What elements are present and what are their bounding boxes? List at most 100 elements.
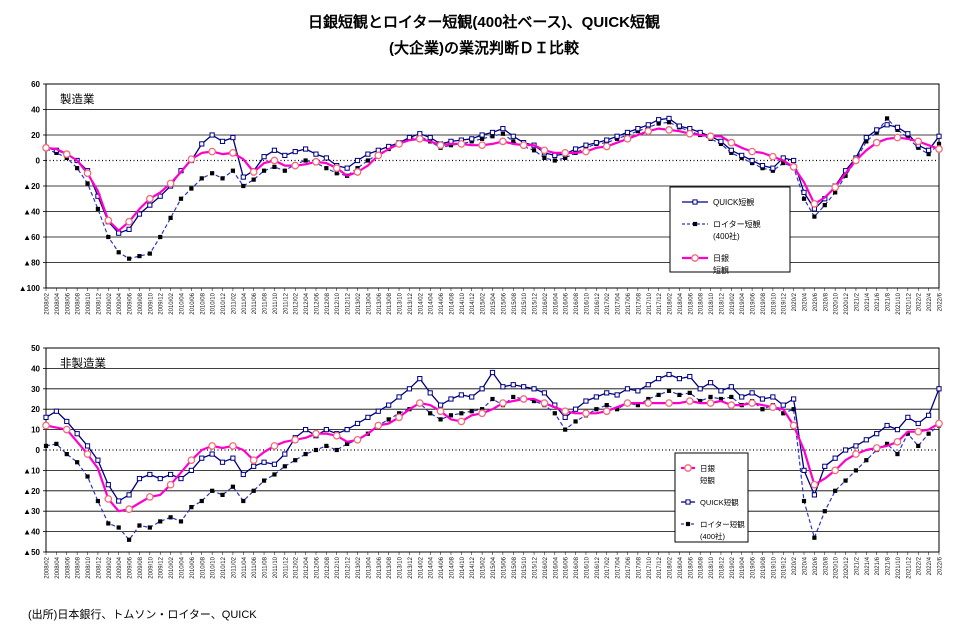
svg-text:2010/06: 2010/06 (190, 292, 196, 314)
svg-text:2020/6: 2020/6 (813, 556, 819, 575)
svg-text:2011/08: 2011/08 (263, 556, 269, 578)
svg-text:2019/06: 2019/06 (751, 556, 757, 578)
svg-text:2011/02: 2011/02 (231, 292, 237, 314)
svg-text:2020/2: 2020/2 (792, 292, 798, 311)
svg-text:2016/06: 2016/06 (564, 556, 570, 578)
svg-text:日銀: 日銀 (700, 464, 715, 473)
svg-text:2013/06: 2013/06 (377, 556, 383, 578)
svg-text:2013/10: 2013/10 (398, 292, 404, 314)
svg-text:50: 50 (31, 344, 40, 353)
svg-text:2011/02: 2011/02 (231, 556, 237, 578)
svg-text:2020/10: 2020/10 (834, 292, 840, 314)
svg-text:(400社): (400社) (700, 531, 726, 541)
svg-text:30: 30 (31, 385, 40, 394)
svg-text:2008/06: 2008/06 (65, 556, 71, 578)
y-axis-labels: 60 40 20 0 ▲20 ▲40 ▲60 ▲80 ▲100 (19, 80, 41, 293)
svg-text:2014/04: 2014/04 (429, 556, 435, 578)
svg-text:2013/02: 2013/02 (356, 292, 362, 314)
svg-text:2016/10: 2016/10 (584, 556, 590, 578)
svg-text:2009/08: 2009/08 (138, 556, 144, 578)
svg-text:2010/12: 2010/12 (221, 556, 227, 578)
chart-title-line-1: 日銀短観とロイター短観(400社ベース)、QUICK短観 (307, 14, 660, 31)
svg-text:2011/06: 2011/06 (252, 556, 258, 578)
svg-text:2019/10: 2019/10 (771, 556, 777, 578)
series-quick (43, 115, 942, 236)
svg-text:2013/10: 2013/10 (398, 556, 404, 578)
svg-text:QUICK短観: QUICK短観 (713, 197, 754, 207)
svg-text:2018/12: 2018/12 (719, 556, 725, 578)
svg-text:2016/02: 2016/02 (543, 292, 549, 314)
svg-text:2012/06: 2012/06 (314, 292, 320, 314)
svg-text:20: 20 (31, 405, 40, 414)
svg-text:2017/10: 2017/10 (647, 556, 653, 578)
svg-text:2008/12: 2008/12 (96, 556, 102, 578)
svg-text:2011/04: 2011/04 (242, 292, 248, 314)
svg-text:2018/04: 2018/04 (678, 556, 684, 578)
svg-text:2012/08: 2012/08 (325, 292, 331, 314)
svg-text:2014/10: 2014/10 (460, 556, 466, 578)
svg-text:2009/10: 2009/10 (148, 556, 154, 578)
svg-text:2021/4: 2021/4 (865, 292, 871, 311)
svg-text:2014/08: 2014/08 (449, 556, 455, 578)
svg-text:2011/12: 2011/12 (283, 292, 289, 314)
svg-text:2014/06: 2014/06 (439, 292, 445, 314)
series-boj (42, 395, 943, 514)
svg-text:2010/02: 2010/02 (169, 292, 175, 314)
svg-text:2019/06: 2019/06 (751, 292, 757, 314)
svg-text:2010/12: 2010/12 (221, 292, 227, 314)
svg-text:40: 40 (31, 364, 40, 373)
source-note: (出所)日本銀行、トムソン・ロイター、QUICK (28, 609, 257, 621)
svg-text:2020/10: 2020/10 (834, 556, 840, 578)
svg-text:2017/08: 2017/08 (636, 292, 642, 314)
svg-text:2016/04: 2016/04 (553, 556, 559, 578)
svg-text:▲20: ▲20 (23, 487, 40, 496)
svg-text:2020/8: 2020/8 (823, 556, 829, 575)
svg-text:2009/12: 2009/12 (159, 292, 165, 314)
svg-text:2008/12: 2008/12 (96, 292, 102, 314)
svg-text:日銀: 日銀 (713, 253, 729, 263)
svg-text:2020/4: 2020/4 (803, 556, 809, 575)
series-quick (43, 369, 942, 504)
svg-text:2015/08: 2015/08 (512, 292, 518, 314)
svg-text:2021/6: 2021/6 (875, 556, 881, 575)
svg-text:2016/08: 2016/08 (574, 556, 580, 578)
svg-text:2020/6: 2020/6 (813, 292, 819, 311)
svg-text:2022/2: 2022/2 (917, 556, 923, 575)
svg-text:2014/02: 2014/02 (418, 292, 424, 314)
svg-text:2015/04: 2015/04 (491, 556, 497, 578)
svg-text:2008/04: 2008/04 (55, 292, 61, 314)
svg-text:2017/02: 2017/02 (605, 292, 611, 314)
svg-text:2017/12: 2017/12 (657, 556, 663, 578)
svg-text:2021/12: 2021/12 (906, 556, 912, 578)
svg-text:2014/12: 2014/12 (470, 556, 476, 578)
svg-text:2019/02: 2019/02 (730, 556, 736, 578)
svg-text:2010/10: 2010/10 (211, 292, 217, 314)
svg-text:2009/04: 2009/04 (117, 292, 123, 314)
svg-text:2018/06: 2018/06 (688, 556, 694, 578)
svg-text:2012/12: 2012/12 (346, 556, 352, 578)
svg-text:2015/08: 2015/08 (512, 556, 518, 578)
svg-text:ロイター短観: ロイター短観 (700, 519, 745, 529)
svg-text:2015/10: 2015/10 (522, 292, 528, 314)
svg-text:2017/04: 2017/04 (616, 556, 622, 578)
svg-text:2015/02: 2015/02 (481, 556, 487, 578)
svg-text:2021/8: 2021/8 (886, 292, 892, 311)
svg-text:2014/02: 2014/02 (418, 556, 424, 578)
svg-text:2008/10: 2008/10 (86, 292, 92, 314)
svg-text:2016/04: 2016/04 (553, 292, 559, 314)
svg-text:2012/06: 2012/06 (314, 556, 320, 578)
svg-text:2018/12: 2018/12 (719, 292, 725, 314)
chart-title-line-2: (大企業)の業況判断ＤＩ比較 (389, 40, 579, 57)
svg-text:2020/4: 2020/4 (803, 292, 809, 311)
svg-text:2022/2: 2022/2 (917, 292, 923, 311)
svg-text:2014/10: 2014/10 (460, 292, 466, 314)
svg-text:2012/02: 2012/02 (294, 556, 300, 578)
svg-text:60: 60 (31, 80, 40, 89)
svg-text:2019/10: 2019/10 (771, 292, 777, 314)
svg-text:2021/4: 2021/4 (865, 556, 871, 575)
svg-text:2013/12: 2013/12 (408, 292, 414, 314)
svg-text:(400社): (400社) (713, 231, 740, 241)
svg-text:2010/04: 2010/04 (179, 556, 185, 578)
x-axis-labels: 2008/02 2008/04 2008/06 2008/08 2008/10 2008/… (45, 288, 944, 315)
